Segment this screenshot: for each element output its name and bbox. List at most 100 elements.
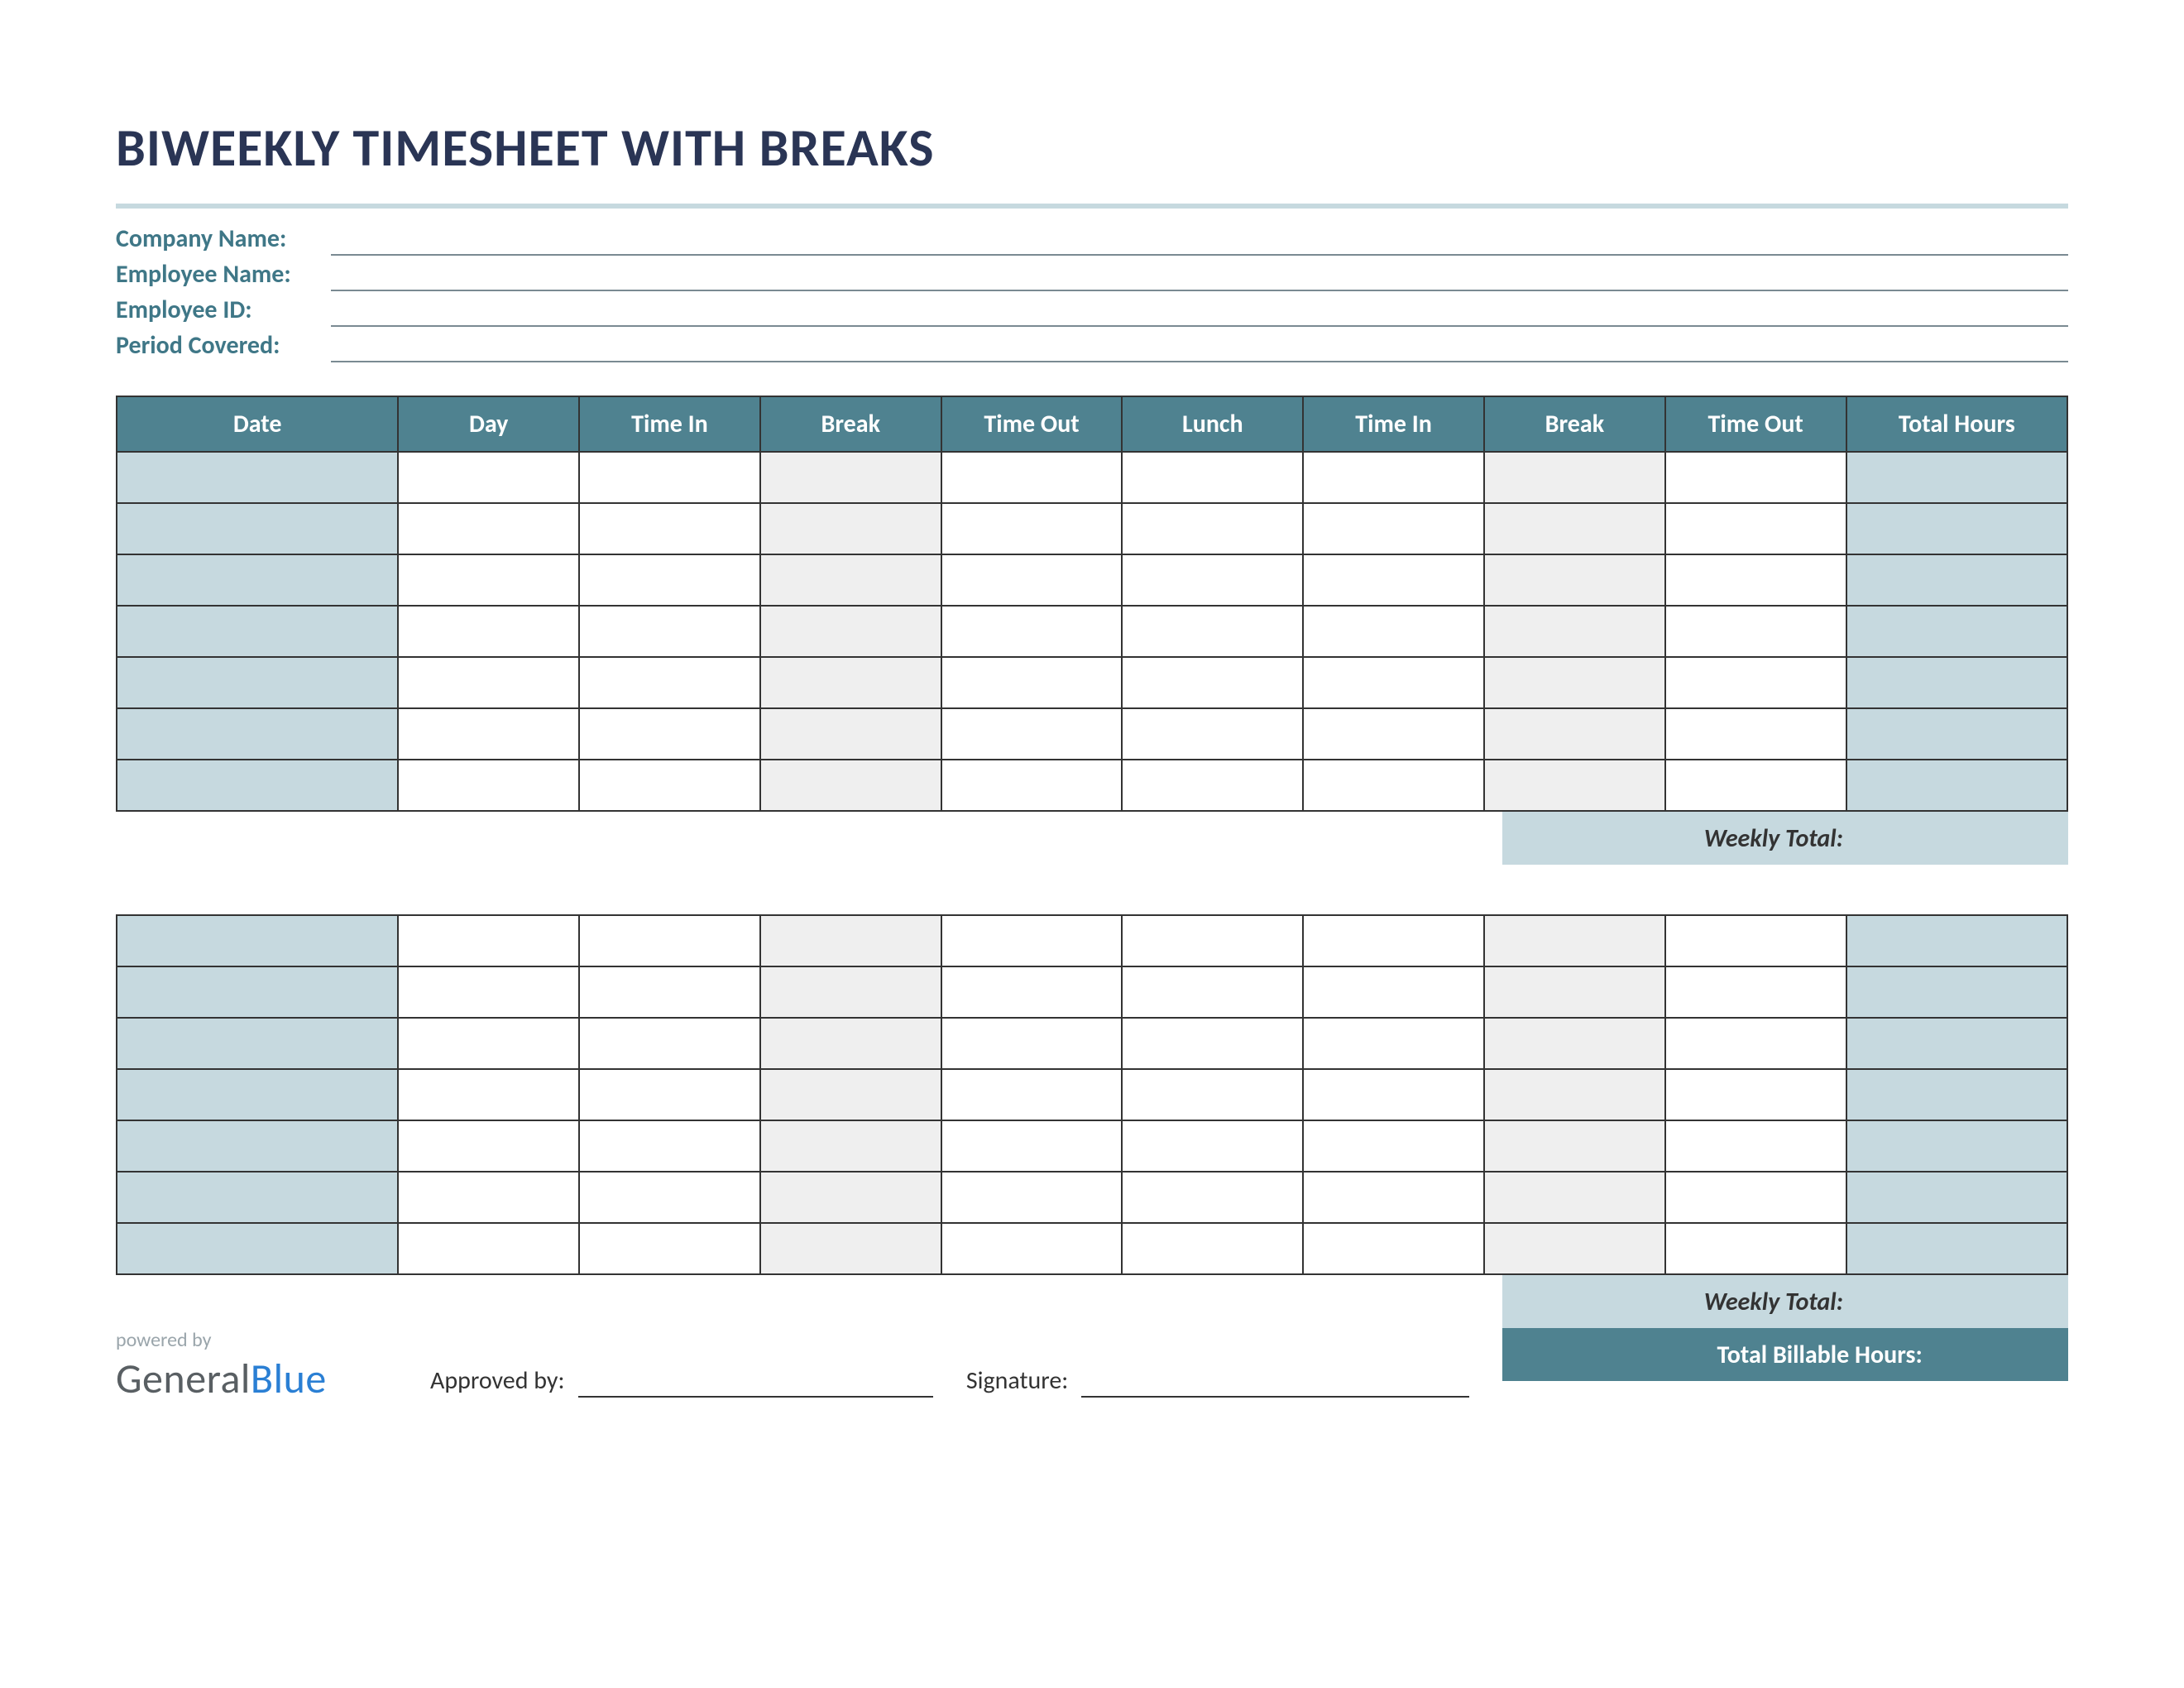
cell[interactable] [398,966,579,1018]
cell[interactable] [941,1223,1123,1274]
cell[interactable] [1303,657,1484,708]
cell[interactable] [579,708,760,760]
cell[interactable] [398,1018,579,1069]
cell[interactable] [1846,554,2067,606]
cell[interactable] [1122,708,1303,760]
cell[interactable] [579,966,760,1018]
cell[interactable] [1303,760,1484,811]
cell[interactable] [398,708,579,760]
cell[interactable] [579,760,760,811]
cell[interactable] [1122,1069,1303,1120]
cell[interactable] [398,657,579,708]
cell[interactable] [398,1069,579,1120]
cell[interactable] [1665,708,1846,760]
cell[interactable] [1484,554,1665,606]
cell[interactable] [1122,1120,1303,1172]
cell[interactable] [760,1172,941,1223]
cell[interactable] [1846,760,2067,811]
cell[interactable] [941,452,1123,503]
cell[interactable] [117,606,398,657]
cell[interactable] [117,452,398,503]
cell[interactable] [1484,760,1665,811]
cell[interactable] [1303,1223,1484,1274]
cell[interactable] [1484,1120,1665,1172]
cell[interactable] [1665,760,1846,811]
cell[interactable] [1665,966,1846,1018]
cell[interactable] [1846,708,2067,760]
cell[interactable] [398,1223,579,1274]
cell[interactable] [1846,1172,2067,1223]
cell[interactable] [760,1120,941,1172]
cell[interactable] [398,915,579,966]
cell[interactable] [117,554,398,606]
cell[interactable] [760,915,941,966]
cell[interactable] [1303,1172,1484,1223]
cell[interactable] [941,1172,1123,1223]
cell[interactable] [1122,452,1303,503]
cell[interactable] [760,606,941,657]
cell[interactable] [1846,503,2067,554]
cell[interactable] [941,554,1123,606]
cell[interactable] [1665,657,1846,708]
cell[interactable] [1122,1172,1303,1223]
period-input-line[interactable] [331,333,2068,362]
cell[interactable] [579,1120,760,1172]
cell[interactable] [117,1172,398,1223]
cell[interactable] [579,657,760,708]
cell[interactable] [117,760,398,811]
cell[interactable] [941,1069,1123,1120]
cell[interactable] [1665,915,1846,966]
cell[interactable] [1665,554,1846,606]
cell[interactable] [760,966,941,1018]
cell[interactable] [579,1223,760,1274]
cell[interactable] [117,1223,398,1274]
cell[interactable] [398,606,579,657]
cell[interactable] [117,1018,398,1069]
cell[interactable] [1122,966,1303,1018]
approved-by-line[interactable] [578,1368,933,1398]
cell[interactable] [117,657,398,708]
cell[interactable] [1484,503,1665,554]
cell[interactable] [1484,1172,1665,1223]
cell[interactable] [1846,1120,2067,1172]
cell[interactable] [1303,915,1484,966]
cell[interactable] [579,452,760,503]
cell[interactable] [1303,1069,1484,1120]
cell[interactable] [117,1069,398,1120]
cell[interactable] [1303,554,1484,606]
cell[interactable] [1846,1069,2067,1120]
cell[interactable] [760,657,941,708]
cell[interactable] [1484,1018,1665,1069]
cell[interactable] [398,1120,579,1172]
cell[interactable] [941,966,1123,1018]
employee-input-line[interactable] [331,261,2068,291]
cell[interactable] [398,1172,579,1223]
cell[interactable] [398,452,579,503]
cell[interactable] [1122,606,1303,657]
cell[interactable] [1846,452,2067,503]
cell[interactable] [579,915,760,966]
cell[interactable] [1122,915,1303,966]
cell[interactable] [1122,503,1303,554]
cell[interactable] [1122,760,1303,811]
cell[interactable] [1303,503,1484,554]
cell[interactable] [1846,1223,2067,1274]
cell[interactable] [1846,657,2067,708]
cell[interactable] [1846,1018,2067,1069]
cell[interactable] [760,760,941,811]
cell[interactable] [1484,606,1665,657]
cell[interactable] [1303,966,1484,1018]
cell[interactable] [941,606,1123,657]
cell[interactable] [760,708,941,760]
cell[interactable] [1665,1018,1846,1069]
cell[interactable] [1665,503,1846,554]
cell[interactable] [1303,1120,1484,1172]
cell[interactable] [1846,966,2067,1018]
cell[interactable] [1303,606,1484,657]
cell[interactable] [760,1223,941,1274]
cell[interactable] [1484,708,1665,760]
cell[interactable] [117,915,398,966]
cell[interactable] [941,503,1123,554]
cell[interactable] [941,760,1123,811]
employee-id-input-line[interactable] [331,297,2068,327]
